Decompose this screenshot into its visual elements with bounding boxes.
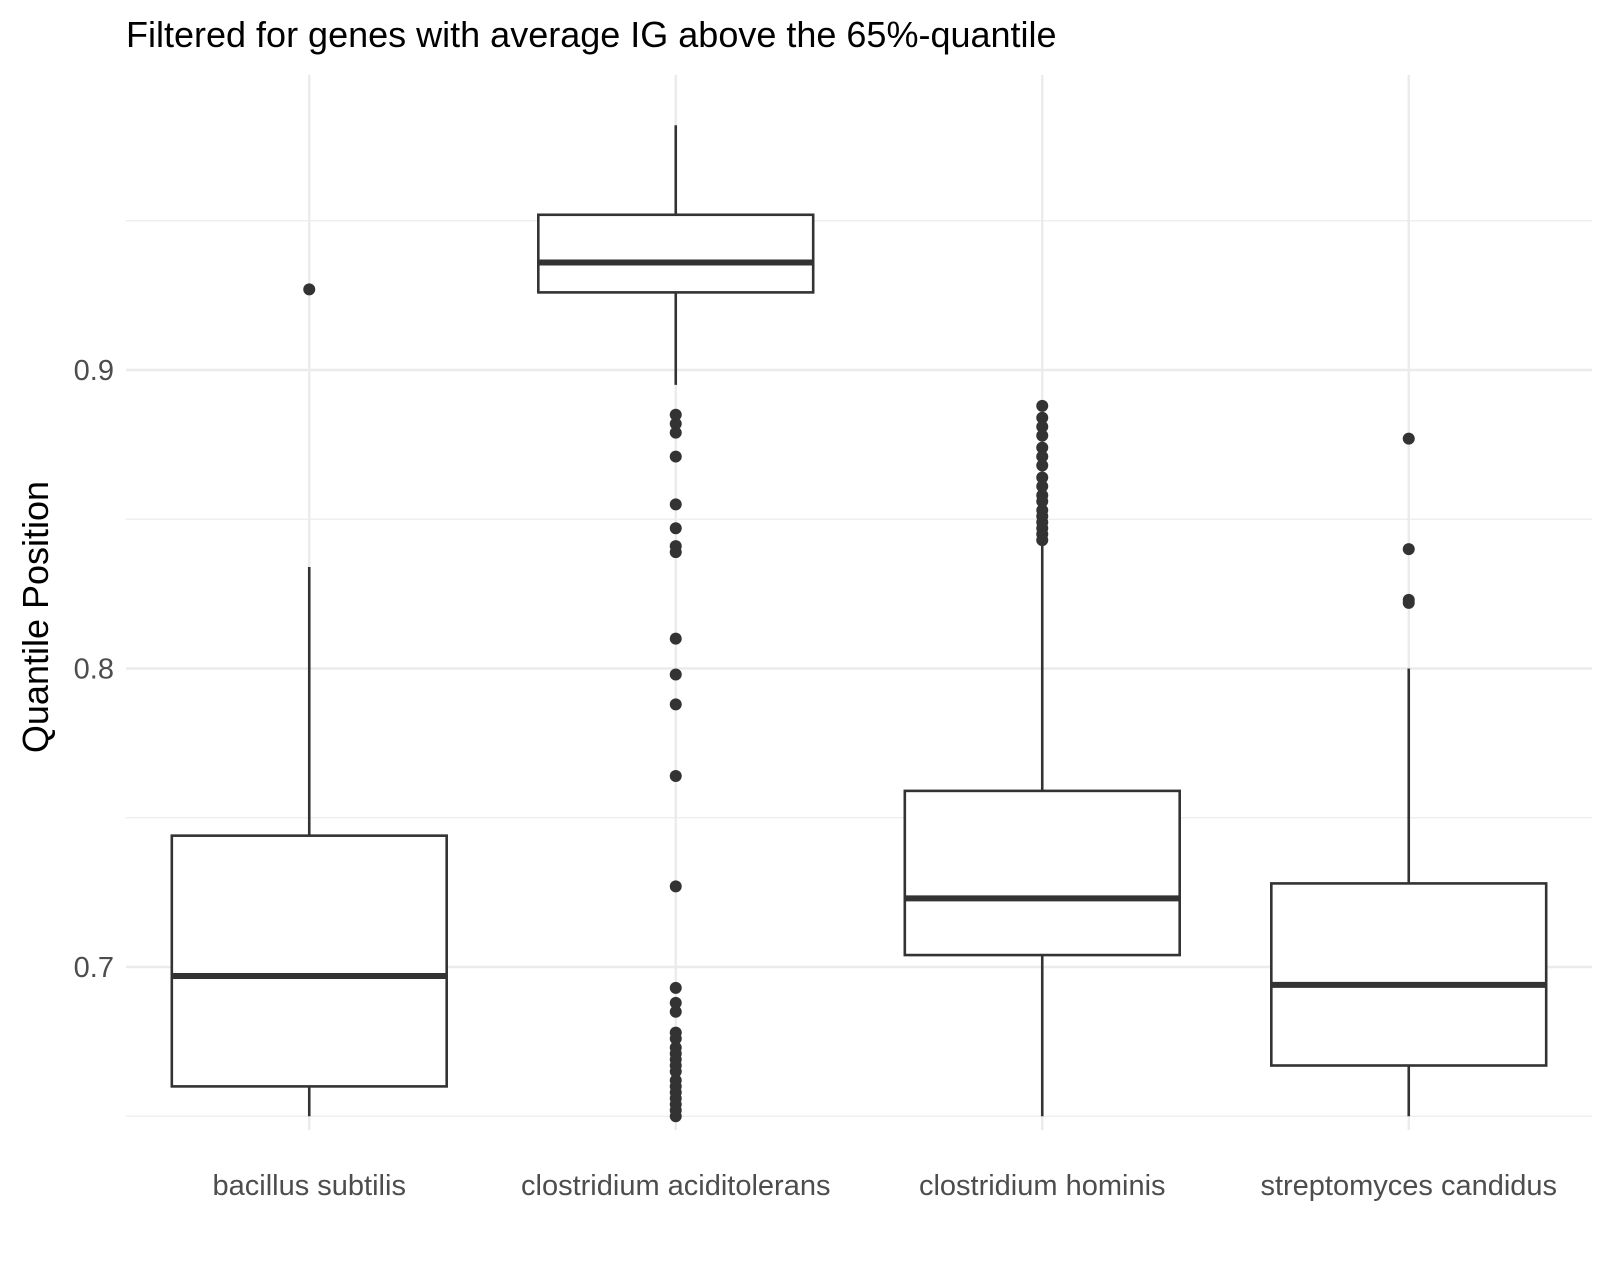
outlier-point — [669, 668, 682, 681]
outlier-point — [669, 996, 682, 1009]
outlier-point — [1036, 534, 1049, 547]
outlier-point — [1036, 495, 1049, 508]
outlier-point — [669, 880, 682, 893]
outlier-point — [669, 417, 682, 430]
outlier-point — [1036, 450, 1049, 463]
box-iqr — [537, 213, 815, 294]
y-tick-label: 0.8 — [74, 654, 114, 686]
outlier-point — [1402, 596, 1415, 609]
chart-title: Filtered for genes with average IG above… — [126, 14, 1057, 55]
box-group — [1270, 432, 1548, 1117]
y-tick-label: 0.9 — [74, 355, 114, 387]
outlier-point — [669, 632, 682, 645]
y-axis-ticks: 0.7 0.8 0.9 — [74, 355, 114, 984]
outlier-point — [1036, 459, 1049, 472]
outlier-point — [1036, 420, 1049, 433]
outlier-point — [669, 450, 682, 463]
box-iqr — [170, 834, 448, 1088]
outlier-point — [1036, 429, 1049, 442]
outlier-point — [669, 426, 682, 439]
x-axis-ticks: bacillus subtilis clostridium aciditolera… — [213, 1170, 1558, 1202]
x-tick-label: clostridium aciditolerans — [521, 1170, 830, 1202]
outlier-point — [1036, 411, 1049, 424]
outlier-point — [669, 981, 682, 994]
box-group — [903, 399, 1181, 1117]
x-tick-label: streptomyces candidus — [1260, 1170, 1557, 1202]
box-iqr — [903, 789, 1181, 957]
outlier-point — [669, 1005, 682, 1018]
outlier-point — [669, 546, 682, 559]
outlier-point — [669, 498, 682, 511]
outlier-point — [669, 1110, 682, 1123]
outlier-point — [669, 1032, 682, 1045]
outlier-point — [303, 283, 316, 296]
x-tick-label: clostridium hominis — [919, 1170, 1166, 1202]
box-group — [170, 283, 448, 1117]
box-iqr — [1270, 882, 1548, 1067]
outlier-point — [1402, 432, 1415, 445]
box-group — [537, 125, 815, 1123]
outlier-point — [1036, 399, 1049, 412]
outlier-point — [669, 1065, 682, 1078]
outlier-point — [1036, 471, 1049, 484]
outlier-point — [669, 408, 682, 421]
y-tick-label: 0.7 — [74, 952, 114, 984]
outlier-point — [669, 522, 682, 535]
outlier-point — [1036, 480, 1049, 493]
outlier-point — [669, 698, 682, 711]
x-tick-label: bacillus subtilis — [213, 1170, 406, 1202]
outlier-point — [1036, 441, 1049, 454]
boxes — [170, 125, 1548, 1123]
outlier-point — [669, 769, 682, 782]
outlier-point — [1402, 543, 1415, 556]
